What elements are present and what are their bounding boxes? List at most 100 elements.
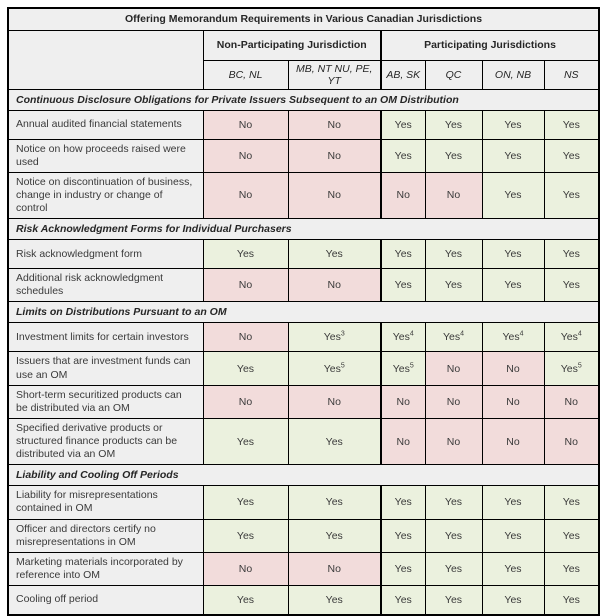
- cell-value: No: [424, 171, 483, 220]
- footnote-reference: 5: [340, 362, 345, 369]
- cell-value: No: [287, 138, 382, 173]
- cell-value: No: [287, 551, 382, 587]
- cell-value: No: [202, 138, 289, 173]
- cell-value: Yes: [202, 485, 289, 520]
- cell-value: No: [287, 384, 382, 419]
- cell-value: Yes: [380, 109, 426, 140]
- cell-value: Yes: [380, 138, 426, 173]
- row-label: Issuers that are investment funds can us…: [7, 351, 204, 386]
- cell-value: Yes: [202, 239, 289, 270]
- cell-value: Yes: [543, 585, 600, 615]
- footnote-reference: 4: [460, 330, 465, 338]
- cell-value: No: [202, 551, 289, 587]
- cell-value: Yes: [481, 268, 545, 303]
- cell-value: Yes: [424, 485, 483, 520]
- row-label: Additional risk acknowledgment schedules: [7, 268, 204, 303]
- cell-value: Yes: [202, 585, 289, 615]
- cell-value: Yes: [424, 518, 483, 553]
- row-label: Risk acknowledgment form: [7, 239, 204, 270]
- title-row: Offering Memorandum Requirements in Vari…: [7, 7, 600, 31]
- table-row: Notice on discontinuation of business, c…: [7, 171, 600, 220]
- column-header-on-nb: ON, NB: [481, 59, 545, 90]
- footnote-reference: 4: [577, 330, 582, 338]
- row-label: Marketing materials incorporated by refe…: [7, 551, 204, 587]
- column-group-row: Non-Participating Jurisdiction Participa…: [7, 29, 600, 90]
- jurisdiction-header-row: BC, NL MB, NT NU, PE, YT AB, SK QC ON, N…: [8, 59, 600, 90]
- cell-value: Yes: [287, 485, 382, 520]
- section-row: Risk Acknowledgment Forms for Individual…: [7, 218, 600, 241]
- cell-value: Yes: [380, 585, 426, 615]
- cell-value: Yes5: [543, 351, 600, 386]
- cell-value: No: [424, 351, 483, 386]
- table-title: Offering Memorandum Requirements in Vari…: [7, 7, 600, 31]
- table-row: Issuers that are investment funds can us…: [7, 351, 600, 386]
- cell-value: Yes: [543, 109, 600, 140]
- section-heading: Liability and Cooling Off Periods: [7, 464, 600, 487]
- cell-value: Yes: [380, 485, 426, 520]
- cell-value: No: [202, 322, 289, 353]
- table-row: Investment limits for certain investors N…: [7, 322, 600, 353]
- group-header-non-participating: Non-Participating Jurisdiction: [202, 29, 382, 61]
- table-row: Risk acknowledgment form Yes Yes Yes Yes Yes Y…: [7, 239, 600, 270]
- column-header-mb-nt-nu-pe-yt: MB, NT NU, PE, YT: [287, 59, 382, 90]
- section-heading: Risk Acknowledgment Forms for Individual…: [7, 218, 600, 241]
- cell-value: No: [202, 109, 289, 140]
- cell-value: No: [424, 384, 483, 419]
- footnote-reference: 4: [519, 330, 524, 338]
- corner-cell: [7, 29, 204, 90]
- cell-value: Yes: [287, 417, 382, 466]
- cell-value: No: [481, 417, 545, 466]
- cell-value: Yes5: [380, 351, 426, 386]
- table-header: Offering Memorandum Requirements in Vari…: [7, 7, 600, 90]
- cell-value: No: [481, 384, 545, 419]
- cell-value: Yes: [380, 551, 426, 587]
- section-heading: Limits on Distributions Pursuant to an O…: [7, 301, 600, 324]
- cell-value: Yes: [481, 239, 545, 270]
- cell-value: Yes: [287, 239, 382, 270]
- section-row: Liability and Cooling Off Periods: [7, 464, 600, 487]
- table-row: Specified derivative products or structu…: [7, 417, 600, 466]
- cell-value: No: [202, 171, 289, 220]
- row-label: Cooling off period: [7, 585, 204, 615]
- row-label: Annual audited financial statements: [7, 109, 204, 140]
- cell-value: Yes4: [424, 322, 483, 353]
- section-row: Limits on Distributions Pursuant to an O…: [7, 301, 600, 324]
- footnote-reference: 3: [340, 330, 345, 338]
- table-row: Liability for misrepresentations contain…: [7, 485, 600, 520]
- cell-value: No: [287, 171, 382, 220]
- cell-value: No: [202, 384, 289, 419]
- cell-value: No: [543, 384, 600, 419]
- cell-value: Yes5: [287, 351, 382, 386]
- row-label: Liability for misrepresentations contain…: [7, 485, 204, 520]
- cell-value: Yes: [380, 518, 426, 553]
- column-header-ab-sk: AB, SK: [380, 59, 426, 90]
- row-label: Notice on how proceeds raised were used: [7, 138, 204, 173]
- cell-value: Yes: [481, 518, 545, 553]
- section-row: Continuous Disclosure Obligations for Pr…: [7, 88, 600, 111]
- cell-value: No: [380, 171, 426, 220]
- table-row: Officer and directors certify no misrepr…: [7, 518, 600, 553]
- cell-value: Yes: [543, 485, 600, 520]
- cell-value: Yes: [424, 109, 483, 140]
- table-row: Additional risk acknowledgment schedules…: [7, 268, 600, 303]
- footnote-reference: 5: [409, 362, 414, 369]
- cell-value: Yes: [202, 351, 289, 386]
- column-header-bc-nl: BC, NL: [202, 59, 289, 90]
- cell-value: Yes: [424, 585, 483, 615]
- cell-value: Yes: [481, 109, 545, 140]
- cell-value: Yes: [424, 551, 483, 587]
- cell-value: Yes: [380, 268, 426, 303]
- cell-value: No: [543, 417, 600, 466]
- table-body: Continuous Disclosure Obligations for Pr…: [7, 88, 600, 615]
- cell-value: Yes: [543, 138, 600, 173]
- row-label: Investment limits for certain investors: [7, 322, 204, 353]
- cell-value: Yes3: [287, 322, 382, 353]
- cell-value: Yes: [481, 485, 545, 520]
- cell-value: Yes: [543, 268, 600, 303]
- cell-value: Yes4: [543, 322, 600, 353]
- cell-value: Yes: [424, 239, 483, 270]
- cell-value: Yes: [424, 268, 483, 303]
- page: Offering Memorandum Requirements in Vari…: [7, 7, 601, 616]
- column-header-qc: QC: [424, 59, 483, 90]
- footnote-reference: 4: [409, 330, 414, 338]
